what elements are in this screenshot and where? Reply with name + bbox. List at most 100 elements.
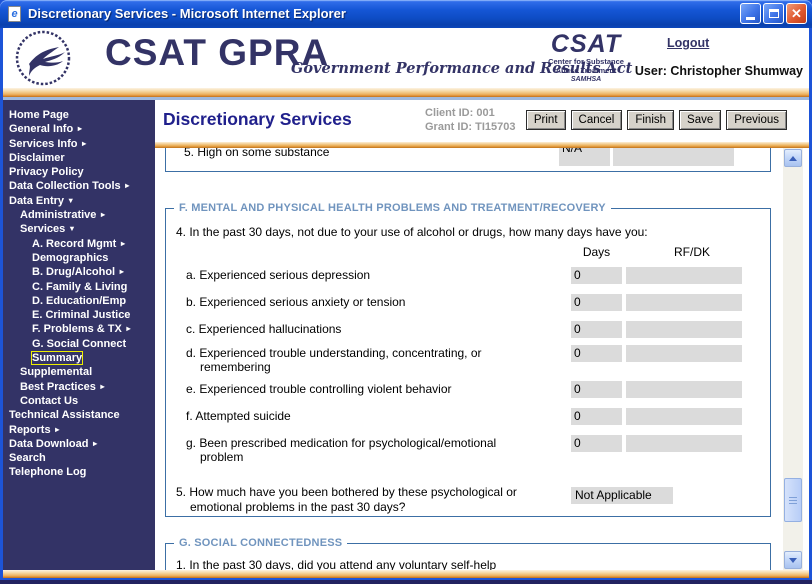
section-f-fieldset: F. MENTAL AND PHYSICAL HEALTH PROBLEMS A… (165, 202, 771, 517)
question-4b-row: b. Experienced serious anxiety or tensio… (174, 294, 762, 321)
question-label: c. Experienced hallucinations (186, 322, 342, 336)
question-4d-row: d. Experienced trouble understanding, co… (174, 345, 762, 381)
arrow-right-icon: ► (53, 424, 61, 434)
logout-link[interactable]: Logout (667, 36, 710, 50)
question-4-text: 4. In the past 30 days, not due to your … (176, 225, 648, 239)
rfdk-field[interactable] (626, 408, 742, 425)
scroll-up-button[interactable] (784, 149, 802, 167)
sidebar-item-label: Data Download (9, 437, 89, 450)
days-field[interactable]: 0 (571, 294, 622, 311)
sidebar-item-summary[interactable]: Summary (3, 351, 155, 366)
arrow-right-icon: ► (98, 381, 107, 391)
question-label: f. Attempted suicide (186, 409, 291, 423)
rfdk-field[interactable] (613, 148, 734, 166)
logged-in-user: User: Christopher Shumway (634, 64, 803, 78)
client-id: Client ID: 001 (425, 107, 495, 119)
rfdk-field[interactable] (626, 294, 742, 311)
thumb-grip (789, 502, 797, 504)
rfdk-field[interactable] (626, 345, 742, 362)
sidebar-item-d-education-emp[interactable]: D. Education/Emp (3, 294, 155, 308)
header-divider-line (3, 97, 809, 100)
window-title: Discretionary Services - Microsoft Inter… (28, 6, 346, 21)
finish-button[interactable]: Finish (627, 110, 675, 130)
sidebar-item-f-problems-tx[interactable]: F. Problems & TX ► (3, 322, 155, 336)
sidebar-item-telephone-log[interactable]: Telephone Log (3, 465, 155, 479)
days-field[interactable]: 0 (571, 381, 622, 398)
print-button[interactable]: Print (525, 110, 566, 130)
sidebar-item-demographics[interactable]: Demographics (3, 251, 155, 265)
sidebar-item-label: Administrative (20, 209, 97, 222)
sidebar-item-services-info[interactable]: Services Info ► (3, 137, 155, 151)
thumb-grip (789, 496, 797, 498)
window-bottom-edge (0, 580, 812, 584)
sidebar-item-home-page[interactable]: Home Page (3, 108, 155, 122)
sidebar-item-supplemental[interactable]: Supplemental (3, 365, 155, 379)
sidebar-item-label: Telephone Log (9, 466, 87, 479)
sidebar-item-b-drug-alcohol[interactable]: B. Drug/Alcohol ► (3, 265, 155, 279)
rfdk-field[interactable] (626, 381, 742, 398)
sidebar-item-general-info[interactable]: General Info ► (3, 122, 155, 136)
days-field[interactable]: 0 (571, 345, 622, 362)
sidebar-item-label: Home Page (9, 109, 69, 121)
sidebar-item-technical-assistance[interactable]: Technical Assistance (3, 408, 155, 422)
vertical-scrollbar[interactable] (783, 148, 803, 570)
sidebar-item-disclaimer[interactable]: Disclaimer (3, 151, 155, 165)
sidebar-item-search[interactable]: Search (3, 451, 155, 465)
sidebar-item-reports[interactable]: Reports ► (3, 423, 155, 437)
rfdk-field[interactable] (626, 267, 742, 284)
page-title: Discretionary Services (163, 109, 352, 129)
days-field[interactable]: 0 (571, 408, 622, 425)
days-field[interactable]: 0 (571, 267, 622, 284)
rfdk-field[interactable] (626, 321, 742, 338)
arrow-up-icon (789, 155, 797, 161)
sidebar-item-label: Privacy Policy (9, 166, 84, 179)
days-field[interactable]: N/A (559, 148, 610, 166)
minimize-button[interactable] (740, 3, 761, 24)
question-4f-row: f. Attempted suicide 0 (174, 408, 762, 435)
sidebar-item-label: Best Practices (20, 380, 96, 393)
scroll-down-button[interactable] (784, 551, 802, 569)
sidebar-item-e-criminal-justice[interactable]: E. Criminal Justice (3, 308, 155, 322)
sidebar-item-data-download[interactable]: Data Download ► (3, 437, 155, 451)
sidebar-item-label: B. Drug/Alcohol (32, 266, 116, 279)
days-column-header: Days (582, 245, 611, 259)
sidebar-item-best-practices[interactable]: Best Practices ► (3, 380, 155, 394)
sidebar-item-privacy-policy[interactable]: Privacy Policy (3, 165, 155, 179)
sidebar-item-label: Data Collection Tools (9, 180, 121, 193)
sidebar-item-label: General Info (9, 123, 74, 136)
days-field[interactable]: 0 (571, 435, 622, 452)
sidebar-item-contact-us[interactable]: Contact Us (3, 394, 155, 408)
close-button[interactable]: ✕ (786, 3, 807, 24)
sidebar-nav: Home Page General Info ► Services Info ► D… (3, 100, 155, 570)
arrow-right-icon: ► (99, 210, 107, 220)
question-4e-row: e. Experienced trouble controlling viole… (174, 381, 762, 408)
arrow-right-icon: ► (124, 324, 133, 334)
maximize-button[interactable] (763, 3, 784, 24)
sidebar-item-c-family-living[interactable]: C. Family & Living (3, 280, 155, 294)
arrow-right-icon: ► (119, 238, 127, 248)
sidebar-item-label: Reports (9, 423, 51, 436)
save-button[interactable]: Save (679, 110, 722, 130)
cancel-button[interactable]: Cancel (570, 110, 623, 130)
thumb-grip (789, 499, 797, 501)
sidebar-item-services[interactable]: Services ▼ (3, 222, 155, 236)
rfdk-field[interactable] (626, 435, 742, 452)
column-headers: Days RF/DK (174, 245, 762, 259)
question-5-row: 5. How much have you been bothered by th… (174, 485, 762, 515)
sidebar-item-administrative[interactable]: Administrative ► (3, 208, 155, 222)
previous-button[interactable]: Previous (726, 110, 787, 130)
scrollbar-thumb[interactable] (784, 478, 802, 522)
question-5-value-field[interactable]: Not Applicable (571, 487, 673, 504)
sidebar-item-data-entry[interactable]: Data Entry ▼ (3, 194, 155, 208)
title-bar[interactable]: e Discretionary Services - Microsoft Int… (0, 0, 812, 28)
sidebar-item-label: C. Family & Living (32, 280, 128, 293)
sidebar-item-g-social-connect[interactable]: G. Social Connect (3, 337, 155, 351)
field-value: N/A (562, 148, 583, 155)
sidebar-item-data-collection-tools[interactable]: Data Collection Tools ► (3, 179, 155, 193)
sidebar-item-a-record-mgmt[interactable]: A. Record Mgmt ► (3, 237, 155, 251)
days-field[interactable]: 0 (571, 321, 622, 338)
form-content: 5. High on some substance N/A F. MENTAL … (155, 148, 783, 570)
sidebar-item-label: Disclaimer (9, 151, 65, 164)
ie-page-icon: e (8, 6, 21, 22)
